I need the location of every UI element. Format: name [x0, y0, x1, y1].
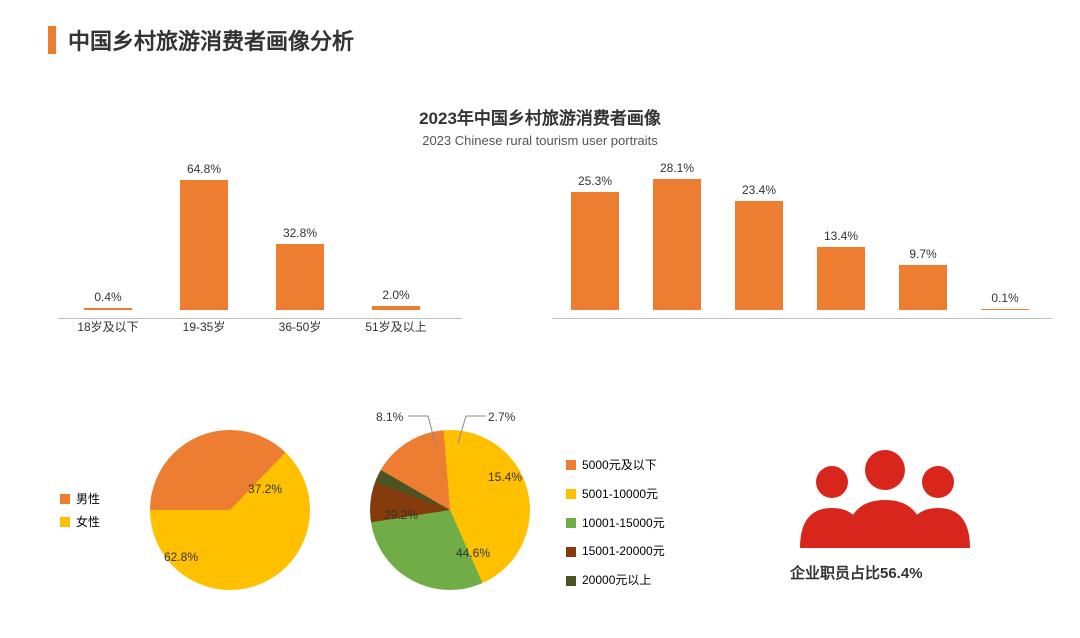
bar-col: 0.4% 18岁及以下: [60, 290, 156, 348]
bar-value-label: 9.7%: [909, 247, 936, 261]
bar-category-label: 19-35岁: [183, 318, 226, 348]
legend-swatch: [566, 518, 576, 528]
legend-swatch: [60, 517, 70, 527]
gender-pie-label-female: 62.8%: [164, 550, 198, 564]
bar: [571, 192, 619, 310]
bar-category-label: 18岁及以下: [77, 318, 138, 348]
legend-label: 5000元及以下: [582, 454, 657, 477]
bar-value-label: 0.4%: [94, 290, 121, 304]
right-bar-chart: 25.3%28.1%23.4%13.4%9.7%0.1%: [554, 178, 1046, 348]
legend-item-male: 男性: [60, 490, 100, 507]
legend-label: 10001-15000元: [582, 512, 665, 535]
bar-value-label: 13.4%: [824, 229, 858, 243]
legend-label: 15001-20000元: [582, 540, 665, 563]
income-pie-label-2: 29.2%: [384, 508, 418, 522]
gender-pie-label-male: 37.2%: [248, 482, 282, 496]
income-legend: 5000元及以下 5001-10000元 10001-15000元 15001-200…: [566, 448, 665, 598]
bar: [84, 308, 132, 310]
bar-col: 28.1%: [636, 161, 718, 348]
legend-label: 男性: [76, 490, 100, 507]
chart-subtitle: 2023 Chinese rural tourism user portrait…: [0, 133, 1080, 148]
bar-value-label: 25.3%: [578, 174, 612, 188]
bar-category-label: 36-50岁: [279, 318, 322, 348]
legend-item: 15001-20000元: [566, 540, 665, 563]
legend-item: 5000元及以下: [566, 454, 665, 477]
age-chart-axis: [58, 318, 462, 319]
legend-swatch: [566, 547, 576, 557]
bar: [981, 309, 1029, 310]
bar-value-label: 0.1%: [991, 291, 1018, 305]
legend-swatch: [60, 494, 70, 504]
bar-col: 25.3%: [554, 174, 636, 348]
income-pie-label-4: 2.7%: [488, 410, 515, 424]
chart-title-block: 2023年中国乡村旅游消费者画像 2023 Chinese rural tour…: [0, 104, 1080, 148]
legend-item: 5001-10000元: [566, 483, 665, 506]
bar: [180, 180, 228, 310]
legend-swatch: [566, 460, 576, 470]
legend-swatch: [566, 576, 576, 586]
bar-col: 13.4%: [800, 229, 882, 348]
legend-label: 女性: [76, 513, 100, 530]
bar-value-label: 64.8%: [187, 162, 221, 176]
bar: [653, 179, 701, 310]
legend-swatch: [566, 489, 576, 499]
bar: [276, 244, 324, 310]
bar: [899, 265, 947, 310]
bar: [817, 247, 865, 310]
header-accent-bar: [48, 26, 56, 54]
bar-value-label: 28.1%: [660, 161, 694, 175]
chart-title: 2023年中国乡村旅游消费者画像: [0, 104, 1080, 129]
age-bar-chart: 0.4%18岁及以下64.8%19-35岁32.8%36-50岁2.0%51岁及…: [60, 178, 460, 348]
bar: [372, 306, 420, 310]
bar-value-label: 2.0%: [382, 288, 409, 302]
bar-value-label: 23.4%: [742, 183, 776, 197]
bar: [735, 201, 783, 310]
legend-label: 5001-10000元: [582, 483, 658, 506]
occupation-stat: 企业职员占比56.4%: [790, 562, 923, 583]
bar-value-label: 32.8%: [283, 226, 317, 240]
page-title: 中国乡村旅游消费者画像分析: [68, 24, 354, 56]
legend-item-female: 女性: [60, 513, 100, 530]
bar-col: 64.8% 19-35岁: [156, 162, 252, 348]
legend-item: 10001-15000元: [566, 512, 665, 535]
people-icon: [790, 440, 980, 550]
income-pie-label-1: 44.6%: [456, 546, 490, 560]
gender-legend: 男性 女性: [60, 484, 100, 536]
legend-item: 20000元以上: [566, 569, 665, 592]
bar-col: 9.7%: [882, 247, 964, 348]
right-chart-axis: [552, 318, 1052, 319]
bar-col: 32.8% 36-50岁: [252, 226, 348, 348]
page-header: 中国乡村旅游消费者画像分析: [48, 24, 354, 56]
bar-category-label: 51岁及以上: [365, 318, 426, 348]
bar-col: 0.1%: [964, 291, 1046, 348]
legend-label: 20000元以上: [582, 569, 651, 592]
gender-pie: [150, 430, 310, 590]
income-pie-label-0: 15.4%: [488, 470, 522, 484]
income-pie-label-3: 8.1%: [376, 410, 403, 424]
bar-col: 23.4%: [718, 183, 800, 348]
